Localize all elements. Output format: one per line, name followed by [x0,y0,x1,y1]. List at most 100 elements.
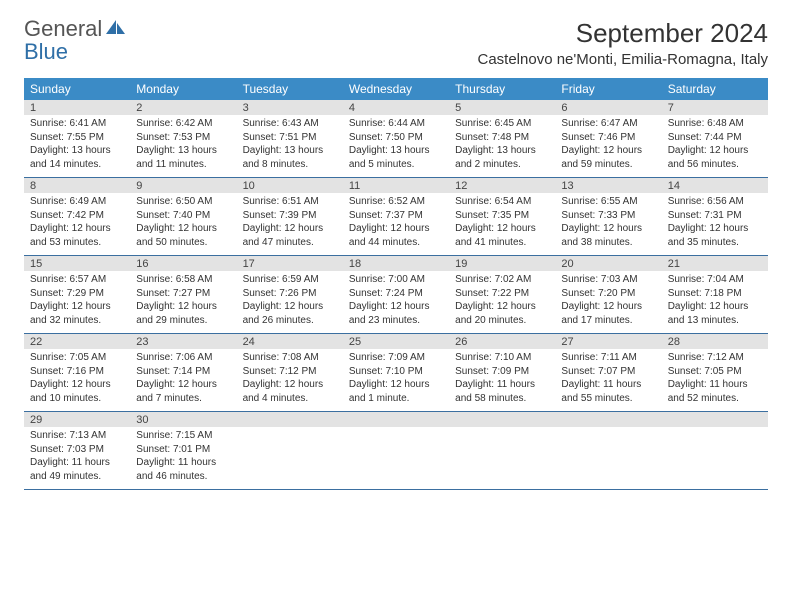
day-number: 9 [130,178,236,193]
month-title: September 2024 [478,18,769,49]
day-detail: Sunrise: 6:43 AMSunset: 7:51 PMDaylight:… [237,115,343,177]
daylight-text-2: and 44 minutes. [349,236,443,250]
daylight-text-1: Daylight: 12 hours [561,300,655,314]
day-detail: Sunrise: 6:42 AMSunset: 7:53 PMDaylight:… [130,115,236,177]
sunrise-text: Sunrise: 7:13 AM [30,429,124,443]
dow-wednesday: Wednesday [343,78,449,100]
sunset-text: Sunset: 7:29 PM [30,287,124,301]
day-number: 3 [237,100,343,115]
daylight-text-2: and 7 minutes. [136,392,230,406]
day-number: 22 [24,334,130,349]
day-number: 16 [130,256,236,271]
day-detail: Sunrise: 6:45 AMSunset: 7:48 PMDaylight:… [449,115,555,177]
sunrise-text: Sunrise: 7:11 AM [561,351,655,365]
daylight-text-1: Daylight: 12 hours [30,378,124,392]
sunrise-text: Sunrise: 7:09 AM [349,351,443,365]
daylight-text-2: and 1 minute. [349,392,443,406]
day-detail: Sunrise: 6:49 AMSunset: 7:42 PMDaylight:… [24,193,130,255]
daylight-text-2: and 20 minutes. [455,314,549,328]
sunset-text: Sunset: 7:37 PM [349,209,443,223]
sunrise-text: Sunrise: 7:03 AM [561,273,655,287]
day-detail [237,427,343,489]
calendar-page: General Blue September 2024 Castelnovo n… [0,0,792,508]
day-number: 30 [130,412,236,427]
day-detail: Sunrise: 7:09 AMSunset: 7:10 PMDaylight:… [343,349,449,411]
day-detail: Sunrise: 6:50 AMSunset: 7:40 PMDaylight:… [130,193,236,255]
daylight-text-2: and 10 minutes. [30,392,124,406]
day-number: 14 [662,178,768,193]
daylight-text-2: and 29 minutes. [136,314,230,328]
sunrise-text: Sunrise: 6:59 AM [243,273,337,287]
daylight-text-1: Daylight: 11 hours [455,378,549,392]
day-detail: Sunrise: 6:44 AMSunset: 7:50 PMDaylight:… [343,115,449,177]
day-detail: Sunrise: 7:06 AMSunset: 7:14 PMDaylight:… [130,349,236,411]
day-number [449,412,555,427]
day-detail: Sunrise: 6:56 AMSunset: 7:31 PMDaylight:… [662,193,768,255]
day-number: 1 [24,100,130,115]
sunset-text: Sunset: 7:01 PM [136,443,230,457]
day-detail [343,427,449,489]
sunrise-text: Sunrise: 7:10 AM [455,351,549,365]
day-detail: Sunrise: 6:59 AMSunset: 7:26 PMDaylight:… [237,271,343,333]
daylight-text-1: Daylight: 12 hours [561,222,655,236]
daylight-text-1: Daylight: 13 hours [455,144,549,158]
sunset-text: Sunset: 7:14 PM [136,365,230,379]
day-number: 11 [343,178,449,193]
day-number: 10 [237,178,343,193]
day-detail: Sunrise: 6:51 AMSunset: 7:39 PMDaylight:… [237,193,343,255]
daylight-text-1: Daylight: 12 hours [668,300,762,314]
daylight-text-1: Daylight: 11 hours [668,378,762,392]
daylight-text-2: and 26 minutes. [243,314,337,328]
day-number [343,412,449,427]
week-3: 15161718192021Sunrise: 6:57 AMSunset: 7:… [24,256,768,334]
daylight-text-2: and 11 minutes. [136,158,230,172]
sunset-text: Sunset: 7:09 PM [455,365,549,379]
day-number: 2 [130,100,236,115]
logo-sail-icon [106,20,126,36]
daylight-text-1: Daylight: 12 hours [136,378,230,392]
daylight-text-2: and 41 minutes. [455,236,549,250]
day-number: 5 [449,100,555,115]
dow-sunday: Sunday [24,78,130,100]
sunset-text: Sunset: 7:35 PM [455,209,549,223]
week-5: 2930Sunrise: 7:13 AMSunset: 7:03 PMDayli… [24,412,768,490]
sunset-text: Sunset: 7:24 PM [349,287,443,301]
sunrise-text: Sunrise: 6:51 AM [243,195,337,209]
day-detail: Sunrise: 6:57 AMSunset: 7:29 PMDaylight:… [24,271,130,333]
dow-friday: Friday [555,78,661,100]
logo-text-blue: Blue [24,39,68,64]
daylight-text-2: and 52 minutes. [668,392,762,406]
day-detail: Sunrise: 7:15 AMSunset: 7:01 PMDaylight:… [130,427,236,489]
daylight-text-1: Daylight: 11 hours [30,456,124,470]
day-detail [449,427,555,489]
sunset-text: Sunset: 7:44 PM [668,131,762,145]
day-number: 4 [343,100,449,115]
day-number: 13 [555,178,661,193]
daylight-text-2: and 14 minutes. [30,158,124,172]
daylight-text-2: and 50 minutes. [136,236,230,250]
daylight-text-1: Daylight: 12 hours [243,300,337,314]
daylight-text-1: Daylight: 12 hours [136,222,230,236]
day-number: 24 [237,334,343,349]
dow-monday: Monday [130,78,236,100]
sunset-text: Sunset: 7:46 PM [561,131,655,145]
sunset-text: Sunset: 7:27 PM [136,287,230,301]
sunset-text: Sunset: 7:05 PM [668,365,762,379]
sunrise-text: Sunrise: 7:04 AM [668,273,762,287]
sunrise-text: Sunrise: 7:12 AM [668,351,762,365]
sunrise-text: Sunrise: 7:08 AM [243,351,337,365]
day-number: 28 [662,334,768,349]
day-number: 18 [343,256,449,271]
sunset-text: Sunset: 7:12 PM [243,365,337,379]
day-detail: Sunrise: 7:12 AMSunset: 7:05 PMDaylight:… [662,349,768,411]
sunrise-text: Sunrise: 6:57 AM [30,273,124,287]
daylight-text-1: Daylight: 12 hours [668,144,762,158]
daylight-text-2: and 35 minutes. [668,236,762,250]
day-detail: Sunrise: 7:03 AMSunset: 7:20 PMDaylight:… [555,271,661,333]
day-detail: Sunrise: 7:10 AMSunset: 7:09 PMDaylight:… [449,349,555,411]
detail-row: Sunrise: 6:41 AMSunset: 7:55 PMDaylight:… [24,115,768,178]
day-number [237,412,343,427]
daylight-text-1: Daylight: 12 hours [30,300,124,314]
sunset-text: Sunset: 7:16 PM [30,365,124,379]
daylight-text-2: and 38 minutes. [561,236,655,250]
